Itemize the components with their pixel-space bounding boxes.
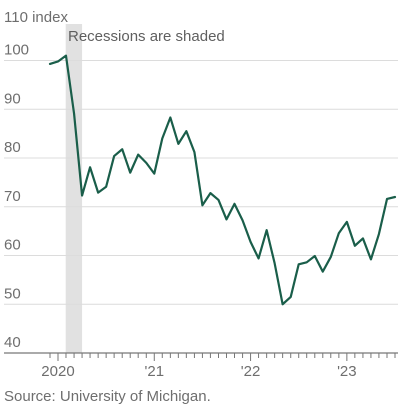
recession-annotation: Recessions are shaded [68,28,225,45]
x-tick-label-2: '22 [241,363,261,380]
x-tick-label-3: '23 [337,363,357,380]
x-tick-label-1: '21 [144,363,164,380]
x-tick-label-0: 2020 [41,363,74,380]
y-tick-label-90: 90 [4,90,21,107]
source-note: Source: University of Michigan. [4,388,211,405]
x-axis: 2020 '21 '22 '23 [4,352,398,380]
y-tick-label-80: 80 [4,139,21,156]
series-line-0 [48,54,397,306]
series-layer [48,54,397,306]
y-tick-label-40: 40 [4,334,21,351]
y-tick-label-60: 60 [4,237,21,254]
y-axis-title: 110 index [4,9,68,26]
recession-shading-layer [65,24,83,353]
y-tick-label-100: 100 [4,42,29,59]
y-tick-label-70: 70 [4,188,21,205]
y-axis-tick-labels: 40 50 60 70 80 90 100 [4,42,29,352]
y-tick-label-50: 50 [4,285,21,302]
recession-band-0 [65,24,83,353]
gridlines [4,60,398,354]
